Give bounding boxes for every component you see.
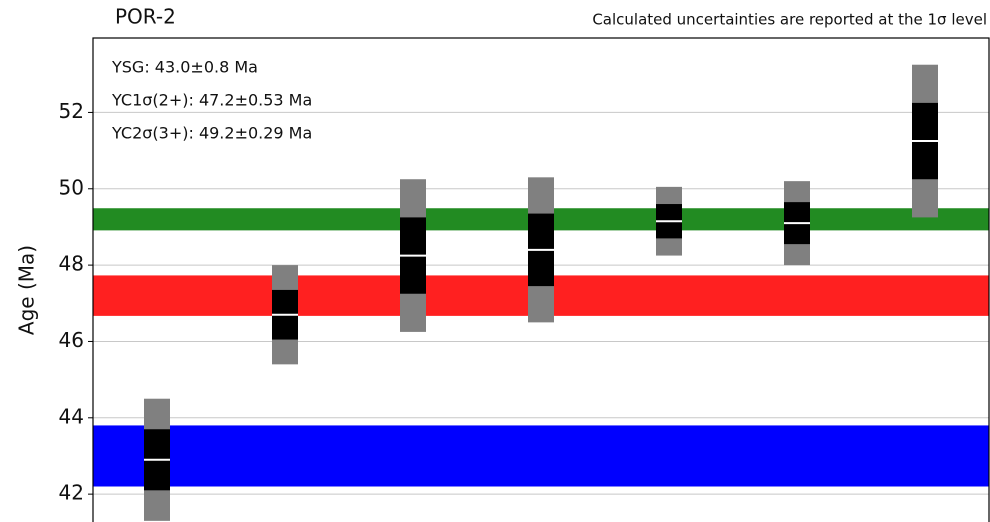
annotation: YSG: 43.0±0.8 Ma — [111, 58, 258, 77]
y-axis-label: Age (Ma) — [15, 245, 39, 335]
age-band — [93, 425, 989, 487]
annotation: YC2σ(3+): 49.2±0.29 Ma — [111, 124, 312, 143]
y-tick-label: 50 — [59, 175, 84, 199]
plot-frame — [92, 37, 990, 522]
y-tick-label: 44 — [59, 404, 84, 428]
y-tick-label: 52 — [59, 99, 84, 123]
y-tick-label: 42 — [59, 481, 84, 505]
annotation: YC1σ(2+): 47.2±0.53 Ma — [111, 91, 312, 110]
y-tick-label: 46 — [59, 328, 84, 352]
y-tick-label: 48 — [59, 252, 84, 276]
chart-title: POR-2 — [115, 5, 176, 29]
chart-subtitle: Calculated uncertainties are reported at… — [592, 11, 987, 29]
